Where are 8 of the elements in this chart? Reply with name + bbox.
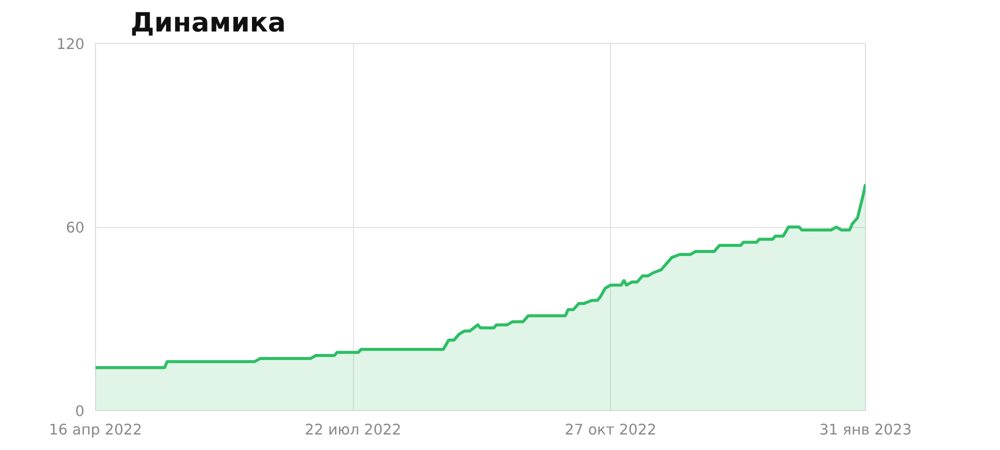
- y-tick-label: 60: [66, 220, 85, 236]
- x-tick-label: 22 июл 2022: [304, 422, 402, 438]
- y-tick-label: 0: [75, 403, 85, 420]
- chart-title: Динамика: [130, 8, 286, 38]
- x-tick-label: 31 янв 2023: [819, 422, 912, 438]
- y-tick-label: 120: [56, 36, 85, 53]
- x-tick-label: 16 апр 2022: [48, 422, 142, 438]
- x-tick-label: 27 окт 2022: [564, 422, 656, 438]
